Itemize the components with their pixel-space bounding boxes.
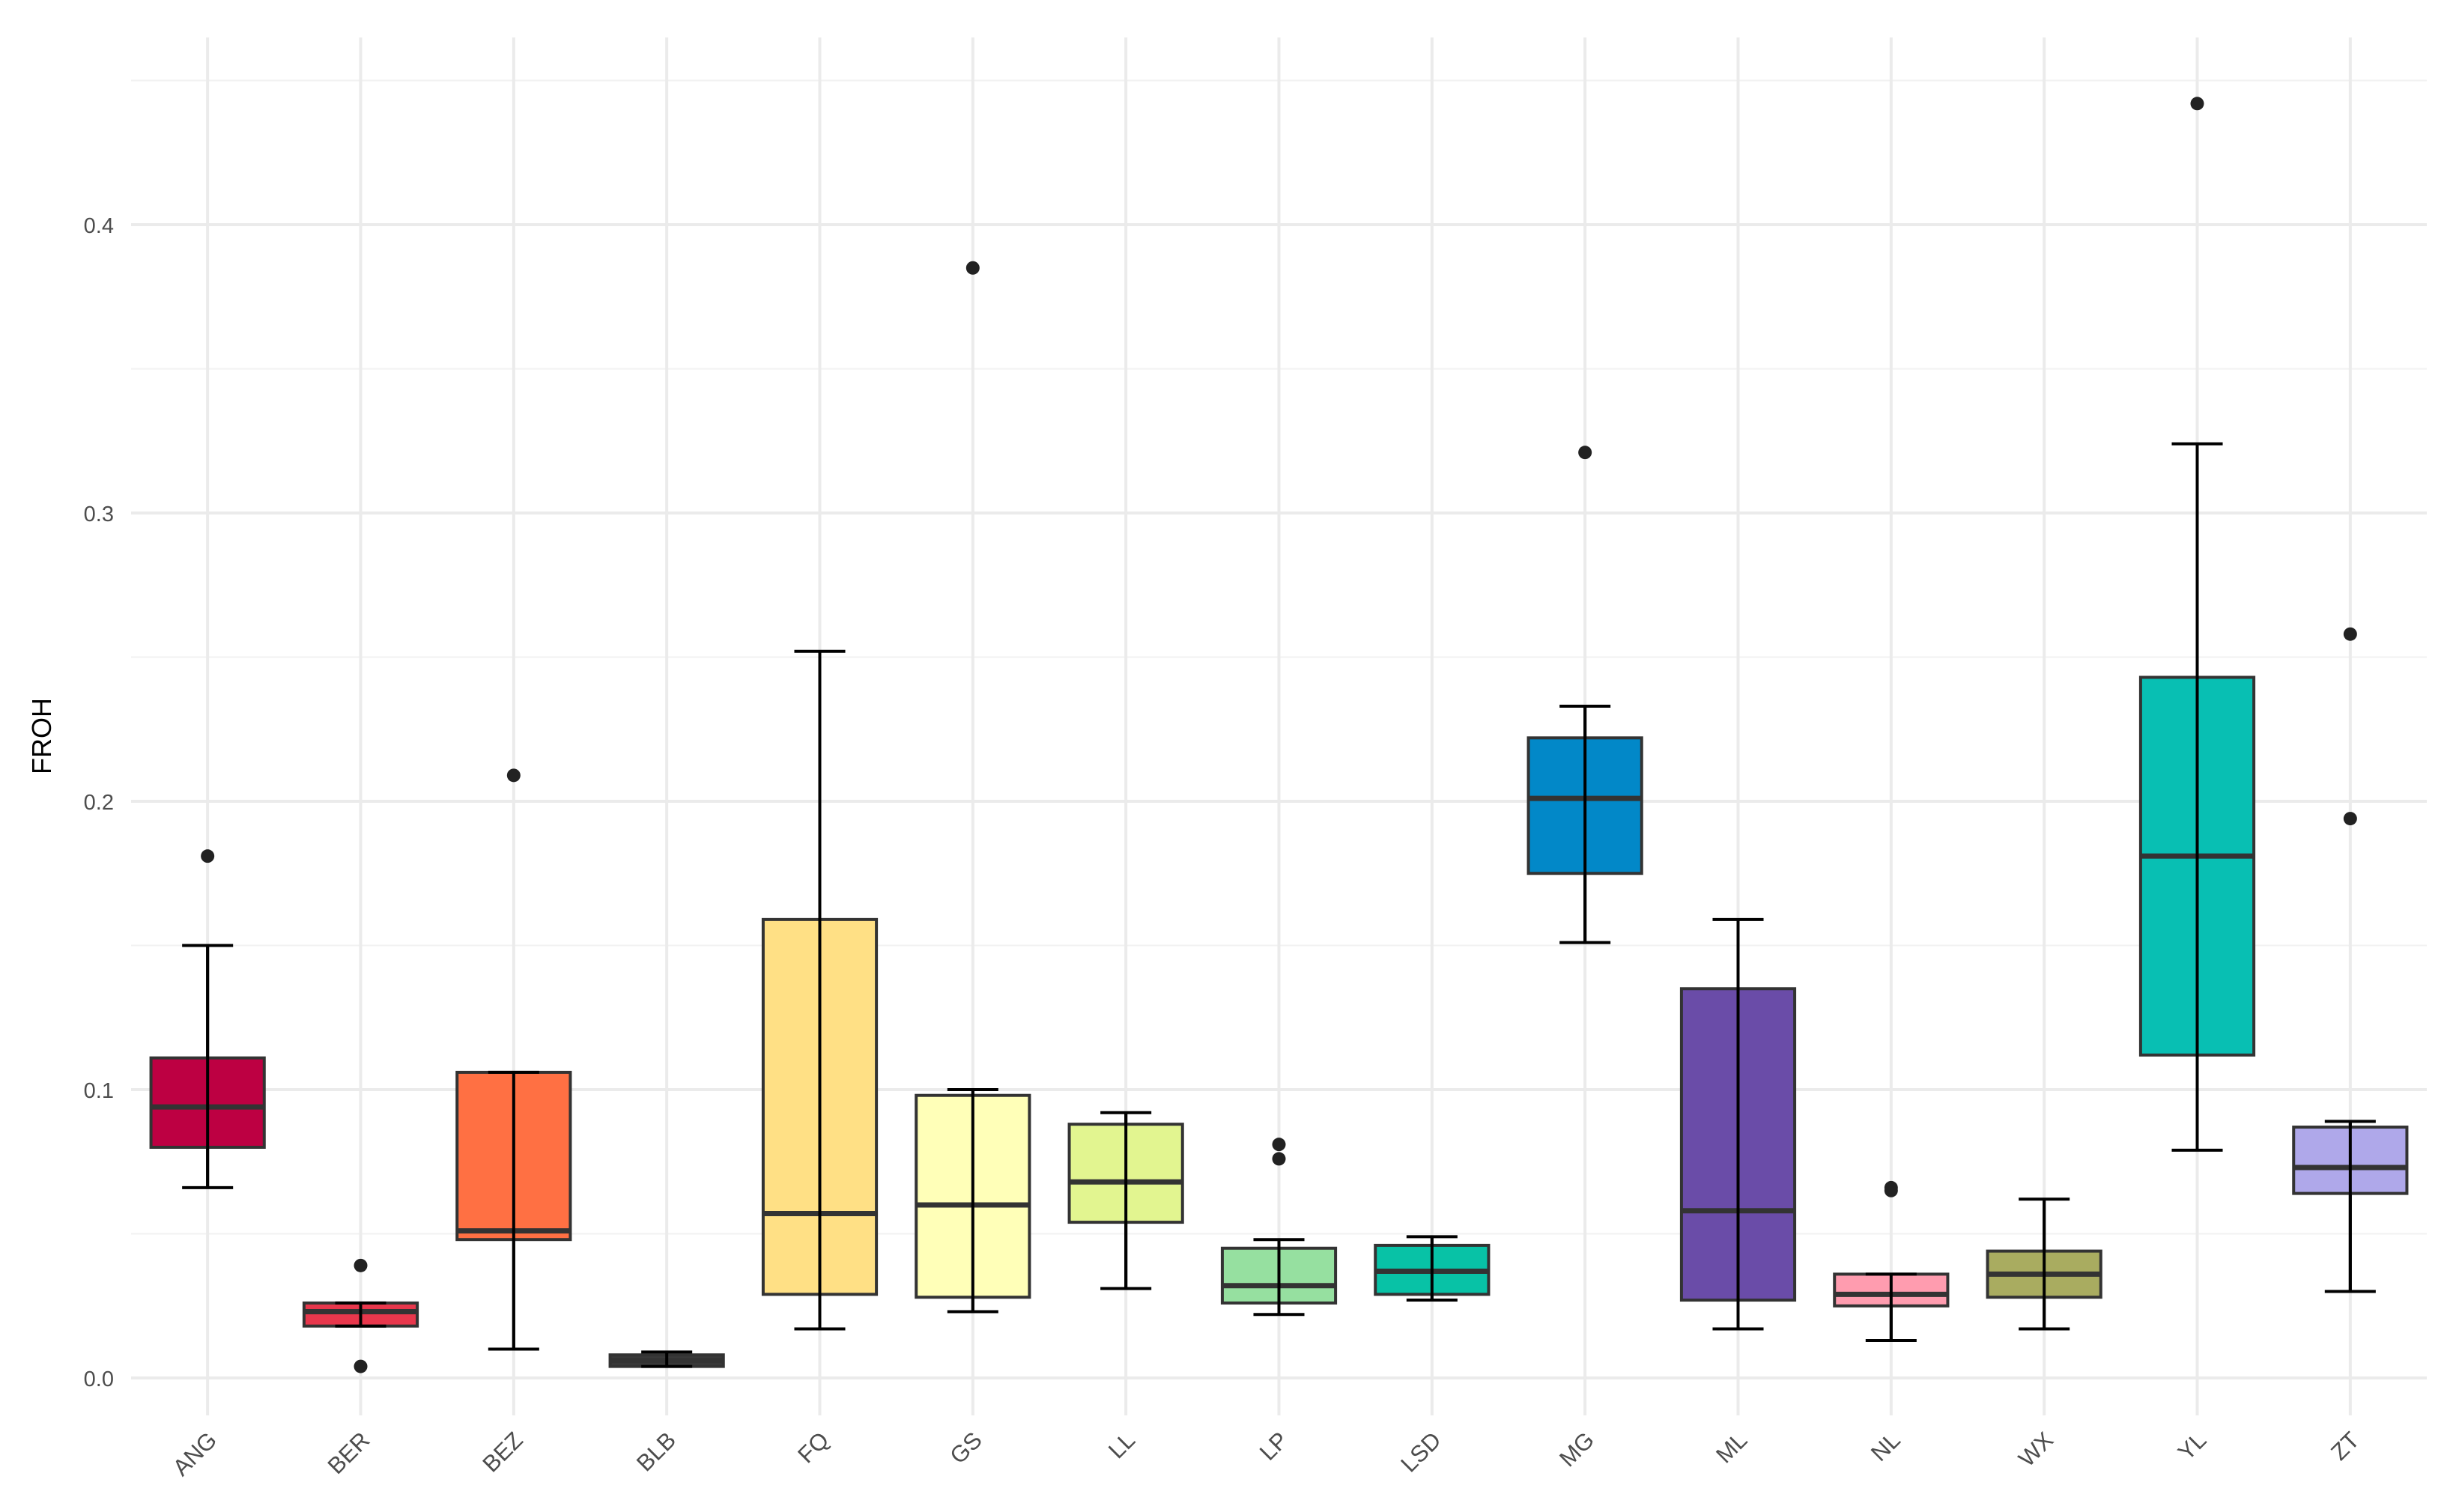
outlier-point-nl (1884, 1183, 1898, 1197)
box-lp (1220, 1138, 1338, 1317)
box-wx (1986, 1197, 2102, 1331)
outlier-point-lp (1272, 1152, 1286, 1166)
box-ml (1679, 917, 1797, 1331)
outlier-point-gs (965, 261, 980, 275)
outlier-point-zt (2343, 812, 2357, 826)
y-tick-label: 0.1 (84, 1079, 114, 1103)
boxes-layer (149, 97, 2409, 1373)
outlier-point-ber (354, 1258, 368, 1272)
box-blb (608, 1350, 725, 1368)
outlier-point-mg (1578, 446, 1592, 460)
outlier-point-bez (506, 768, 521, 783)
box-ang (149, 849, 266, 1189)
box-mg (1526, 446, 1643, 944)
box-fq (761, 649, 879, 1331)
outlier-point-lp (1272, 1138, 1286, 1152)
box-ll (1067, 1111, 1184, 1290)
y-tick-label: 0.3 (84, 503, 114, 526)
box-lsd (1374, 1235, 1491, 1302)
box-zt (2292, 627, 2409, 1293)
box-gs (915, 261, 1031, 1314)
box-yl (2138, 97, 2256, 1152)
y-axis-title: FROH (26, 698, 57, 774)
y-tick-labels: 0.0 0.1 0.2 0.3 0.4 (84, 214, 114, 1391)
outlier-point-ang (201, 849, 215, 863)
box-nl (1833, 1180, 1950, 1342)
box-bez (455, 768, 572, 1351)
outlier-point-ber (354, 1359, 368, 1373)
box-ber (302, 1258, 419, 1373)
y-tick-label: 0.4 (84, 214, 114, 238)
outlier-point-yl (2190, 97, 2204, 111)
y-tick-label: 0.0 (84, 1367, 114, 1391)
y-tick-label: 0.2 (84, 791, 114, 815)
outlier-point-zt (2343, 627, 2357, 641)
